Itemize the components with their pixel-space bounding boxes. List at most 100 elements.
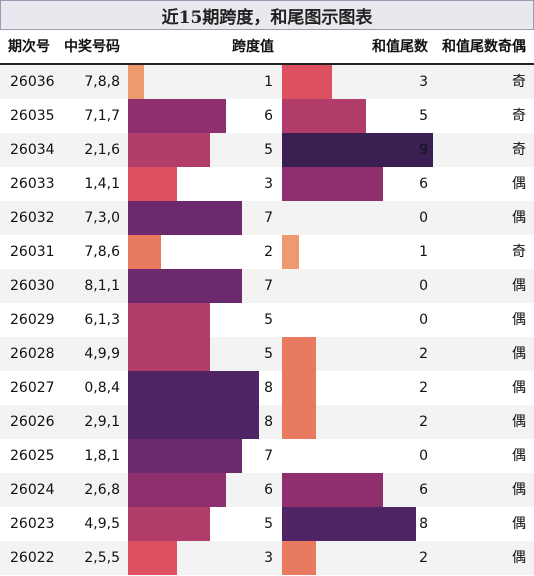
span-value: 5: [264, 312, 273, 328]
issue-cell: 26023: [10, 516, 55, 532]
table-row: 26028 4,9,9 5 2 偶: [0, 337, 534, 371]
table-row: 26031 7,8,6 2 1 奇: [0, 235, 534, 269]
span-value: 2: [264, 244, 273, 260]
table-row: 26024 2,6,8 6 6 偶: [0, 473, 534, 507]
span-bar: [128, 269, 243, 303]
span-bar: [128, 167, 177, 201]
tail-bar: [282, 167, 383, 201]
tail-bar: [282, 235, 299, 269]
span-cell: 3: [128, 167, 275, 201]
tail-cell: 9: [282, 133, 433, 167]
span-value: 3: [264, 176, 273, 192]
issue-cell: 26034: [10, 142, 55, 158]
issue-cell: 26035: [10, 108, 55, 124]
issue-cell: 26025: [10, 448, 55, 464]
issue-cell: 26026: [10, 414, 55, 430]
header-numbers: 中奖号码: [64, 39, 120, 55]
span-cell: 7: [128, 439, 275, 473]
numbers-cell: 0,8,4: [84, 380, 120, 396]
tail-bar: [282, 133, 433, 167]
span-cell: 6: [128, 99, 275, 133]
numbers-cell: 4,9,5: [84, 516, 120, 532]
issue-cell: 26031: [10, 244, 55, 260]
span-value: 6: [264, 108, 273, 124]
span-cell: 6: [128, 473, 275, 507]
table-row: 26026 2,9,1 8 2 偶: [0, 405, 534, 439]
oddeven-cell: 偶: [512, 278, 526, 294]
span-bar: [128, 337, 210, 371]
span-value: 8: [264, 380, 273, 396]
span-bar: [128, 439, 243, 473]
tail-cell: 6: [282, 167, 433, 201]
numbers-cell: 6,1,3: [84, 312, 120, 328]
table-row: 26025 1,8,1 7 0 偶: [0, 439, 534, 473]
span-value: 7: [264, 448, 273, 464]
oddeven-cell: 偶: [512, 516, 526, 532]
table-row: 26032 7,3,0 7 0 偶: [0, 201, 534, 235]
tail-bar: [282, 337, 316, 371]
header-issue: 期次号: [8, 39, 50, 55]
numbers-cell: 2,1,6: [84, 142, 120, 158]
span-bar: [128, 99, 226, 133]
span-value: 8: [264, 414, 273, 430]
oddeven-cell: 奇: [512, 108, 526, 124]
tail-value: 1: [419, 244, 428, 260]
table-row: 26029 6,1,3 5 0 偶: [0, 303, 534, 337]
table-row: 26030 8,1,1 7 0 偶: [0, 269, 534, 303]
tail-value: 2: [419, 414, 428, 430]
issue-cell: 26029: [10, 312, 55, 328]
tail-cell: 5: [282, 99, 433, 133]
oddeven-cell: 偶: [512, 312, 526, 328]
numbers-cell: 7,8,6: [84, 244, 120, 260]
tail-bar: [282, 65, 333, 99]
tail-value: 2: [419, 550, 428, 566]
tail-cell: 0: [282, 201, 433, 235]
oddeven-cell: 奇: [512, 244, 526, 260]
tail-cell: 3: [282, 65, 433, 99]
oddeven-cell: 偶: [512, 210, 526, 226]
span-cell: 7: [128, 201, 275, 235]
tail-cell: 6: [282, 473, 433, 507]
tail-value: 9: [419, 142, 428, 158]
span-cell: 1: [128, 65, 275, 99]
span-bar: [128, 201, 243, 235]
numbers-cell: 7,1,7: [84, 108, 120, 124]
numbers-cell: 7,3,0: [84, 210, 120, 226]
span-bar: [128, 405, 259, 439]
numbers-cell: 1,4,1: [84, 176, 120, 192]
oddeven-cell: 奇: [512, 74, 526, 90]
header-span: 跨度值: [232, 39, 274, 55]
oddeven-cell: 偶: [512, 176, 526, 192]
tail-cell: 2: [282, 541, 433, 575]
span-cell: 3: [128, 541, 275, 575]
issue-cell: 26036: [10, 74, 55, 90]
tail-value: 0: [419, 210, 428, 226]
span-value: 7: [264, 210, 273, 226]
issue-cell: 26032: [10, 210, 55, 226]
tail-cell: 1: [282, 235, 433, 269]
issue-cell: 26027: [10, 380, 55, 396]
tail-bar: [282, 405, 316, 439]
tail-value: 2: [419, 380, 428, 396]
tail-value: 5: [419, 108, 428, 124]
tail-value: 3: [419, 74, 428, 90]
tail-value: 0: [419, 312, 428, 328]
tail-value: 0: [419, 278, 428, 294]
span-bar: [128, 371, 259, 405]
issue-cell: 26030: [10, 278, 55, 294]
tail-value: 0: [419, 448, 428, 464]
span-value: 5: [264, 346, 273, 362]
span-cell: 8: [128, 405, 275, 439]
tail-value: 8: [419, 516, 428, 532]
table-body: 26036 7,8,8 1 3 奇 26035 7,1,7 6 5 奇 26034 2,1,6 5 9 奇 2…: [0, 65, 534, 575]
numbers-cell: 2,9,1: [84, 414, 120, 430]
oddeven-cell: 偶: [512, 550, 526, 566]
tail-cell: 8: [282, 507, 433, 541]
tail-cell: 2: [282, 337, 433, 371]
table-row: 26036 7,8,8 1 3 奇: [0, 65, 534, 99]
tail-cell: 0: [282, 269, 433, 303]
span-bar: [128, 473, 226, 507]
tail-cell: 0: [282, 303, 433, 337]
tail-bar: [282, 99, 366, 133]
span-cell: 5: [128, 303, 275, 337]
